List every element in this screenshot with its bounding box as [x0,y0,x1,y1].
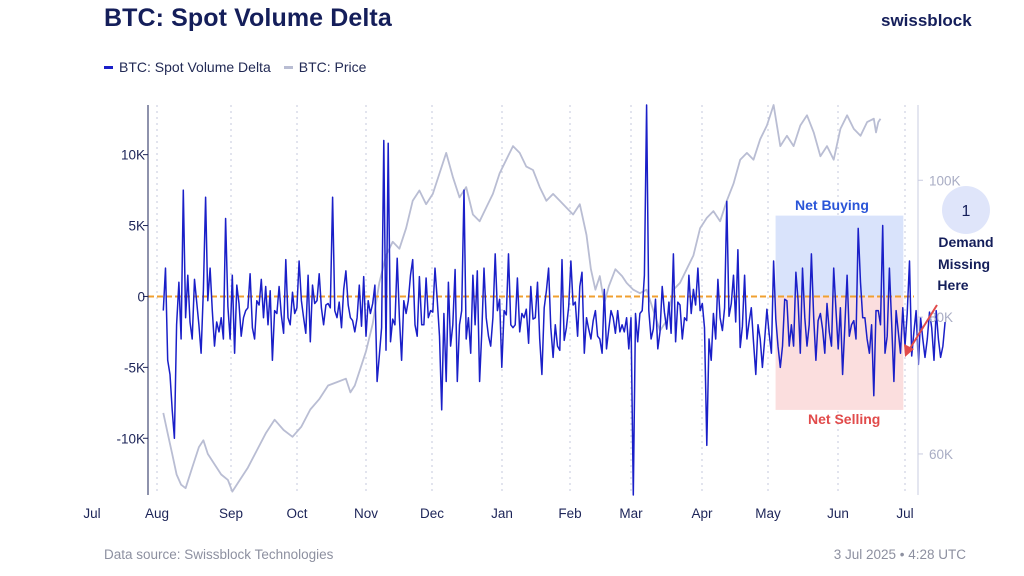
legend-item-volume-delta[interactable]: BTC: Spot Volume Delta [104,59,271,75]
x-tick-label: Feb [558,506,581,521]
x-tick-label: Dec [420,506,444,521]
y-left-tick-label: 5K [128,219,145,234]
legend-swatch-price [283,65,293,69]
spot-volume-delta-series-line [162,104,946,496]
callout-number: 1 [962,203,971,220]
timestamp: 3 Jul 2025 • 4:28 UTC [833,547,966,562]
x-tick-label: Jun [827,506,849,521]
x-tick-label: Nov [354,506,378,521]
callout-circle [942,186,990,234]
legend-item-price[interactable]: BTC: Price [283,59,367,75]
callout-text-line-1: Demand [938,234,993,250]
y-left-tick-label: -10K [116,431,145,446]
x-tick-label: Mar [619,506,643,521]
callout-arrow [904,304,938,357]
chart-title: BTC: Spot Volume Delta [104,4,392,32]
legend-swatch-volume-delta [104,65,113,69]
x-tick-label: Oct [286,506,307,521]
legend-label-price: BTC: Price [298,59,367,75]
x-tick-label: Jul [83,506,100,521]
legend-label-volume-delta: BTC: Spot Volume Delta [119,59,271,75]
net-selling-label: Net Selling [808,411,880,427]
x-tick-label: Apr [691,506,713,521]
chart-legend: BTC: Spot Volume Delta BTC: Price [104,59,379,75]
callout-text-line-3: Here [937,277,968,293]
x-tick-label: Jul [896,506,913,521]
x-tick-label: May [755,506,781,521]
y-right-tick-label: 80K [929,310,953,325]
price-series-line [162,104,882,493]
brand-logo-text: swissblock [881,11,972,30]
y-right-tick-label: 100K [929,173,961,188]
net-buying-label: Net Buying [795,197,869,213]
y-left-tick-label: -5K [124,360,145,375]
y-left-tick-label: 0 [137,289,145,304]
y-left-tick-label: 10K [121,148,145,163]
callout-text-line-2: Missing [938,256,990,272]
y-right-tick-label: 60K [929,447,953,462]
x-tick-label: Aug [145,506,169,521]
x-tick-label: Sep [219,506,243,521]
data-source-note: Data source: Swissblock Technologies [104,547,334,562]
x-tick-label: Jan [491,506,513,521]
